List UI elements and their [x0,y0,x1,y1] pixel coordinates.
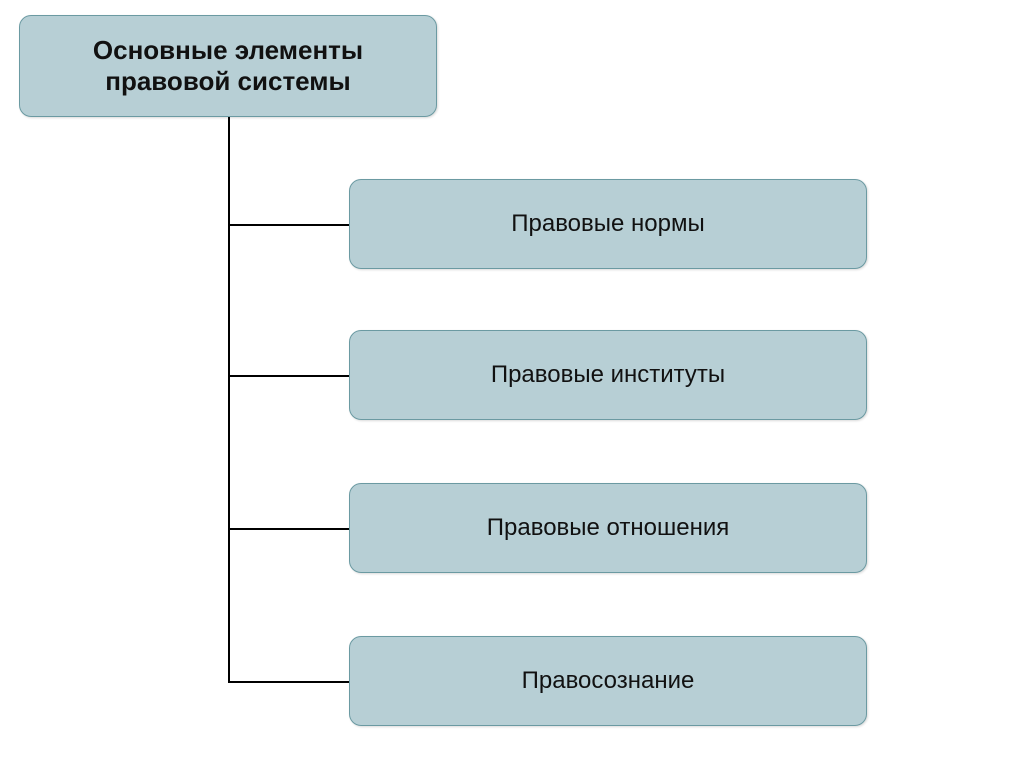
child-label: Правовые нормы [511,210,705,238]
child-node: Правосознание [349,636,867,726]
child-label: Правосознание [522,667,695,695]
child-node: Правовые нормы [349,179,867,269]
child-node: Правовые институты [349,330,867,420]
root-label: Основные элементы правовой системы [93,35,363,97]
child-label: Правовые институты [491,361,725,389]
root-label-line1: Основные элементы [93,35,363,66]
root-node: Основные элементы правовой системы [19,15,437,117]
child-label: Правовые отношения [487,514,729,542]
root-label-line2: правовой системы [93,66,363,97]
child-node: Правовые отношения [349,483,867,573]
